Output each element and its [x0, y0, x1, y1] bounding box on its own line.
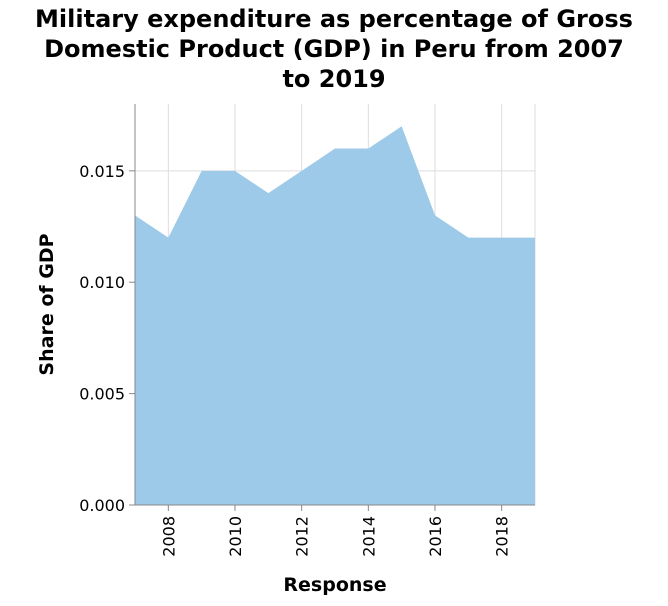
chart-title: Military expenditure as percentage of Gr… [0, 4, 668, 94]
chart-title-line-1: Military expenditure as percentage of Gr… [35, 5, 633, 33]
x-axis-ticks: 2008 2010 2012 2014 2016 2018 [159, 505, 512, 557]
x-tick-label-2008: 2008 [159, 516, 178, 557]
x-axis-title: Response [283, 574, 386, 596]
y-axis-title: Share of GDP [36, 233, 58, 375]
y-tick-label-0.010: 0.010 [79, 273, 125, 292]
chart-title-line-2: Domestic Product (GDP) in Peru from 2007 [44, 35, 624, 63]
x-tick-label-2016: 2016 [426, 516, 445, 557]
y-tick-label-0.000: 0.000 [79, 496, 125, 515]
x-tick-label-2012: 2012 [293, 516, 312, 557]
y-tick-label-0.015: 0.015 [79, 162, 125, 181]
x-tick-label-2010: 2010 [226, 516, 245, 557]
chart-title-line-3: to 2019 [282, 65, 386, 93]
area-series [135, 126, 535, 506]
y-tick-label-0.005: 0.005 [79, 385, 125, 404]
y-axis-ticks: 0.000 0.005 0.010 0.015 [79, 162, 135, 515]
x-tick-label-2014: 2014 [359, 516, 378, 557]
x-tick-label-2018: 2018 [493, 516, 512, 557]
